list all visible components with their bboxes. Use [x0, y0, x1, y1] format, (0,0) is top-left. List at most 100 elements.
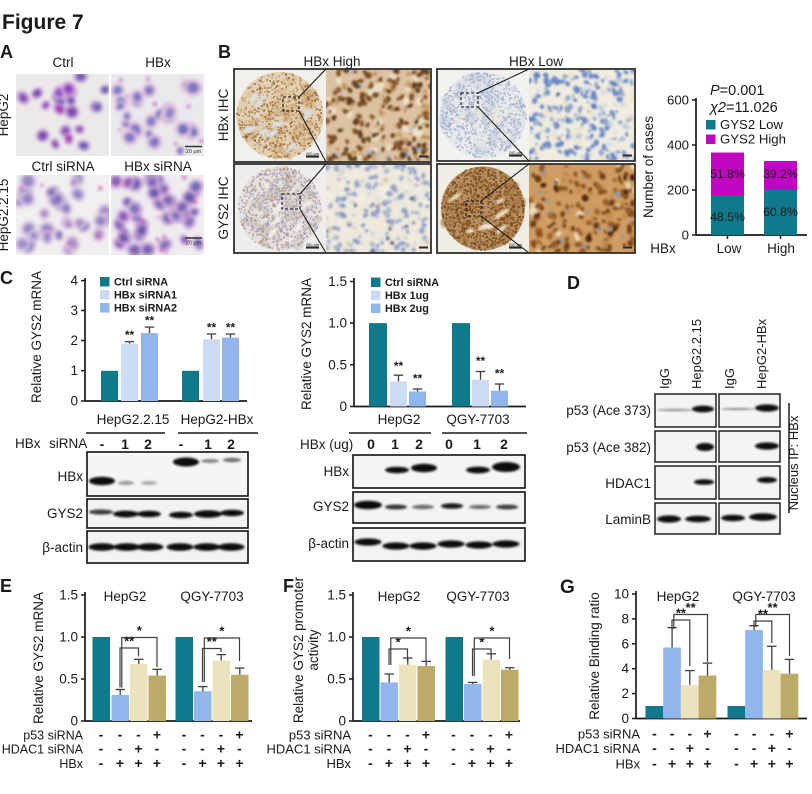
svg-text:**: **: [768, 600, 779, 615]
svg-text:*: *: [479, 635, 485, 650]
svg-text:**: **: [125, 328, 135, 342]
svg-text:-: -: [734, 756, 739, 772]
svg-text:+: +: [486, 755, 494, 771]
svg-text:G: G: [560, 577, 575, 598]
svg-text:10: 10: [614, 587, 629, 602]
svg-text:-: -: [670, 740, 675, 756]
svg-text:D: D: [567, 273, 580, 293]
svg-text:1.0: 1.0: [327, 630, 346, 645]
svg-text:HBx Low: HBx Low: [509, 54, 563, 69]
svg-text:HBx 2ug: HBx 2ug: [385, 303, 429, 315]
svg-text:200 μm: 200 μm: [509, 242, 523, 247]
svg-text:-: -: [470, 741, 475, 757]
svg-text:+: +: [686, 740, 694, 756]
svg-text:GYS2: GYS2: [47, 506, 83, 521]
svg-text:+: +: [768, 756, 776, 772]
svg-text:**: **: [207, 634, 218, 649]
svg-text:200 μm: 200 μm: [509, 150, 523, 155]
svg-text:2: 2: [144, 436, 152, 452]
svg-text:+: +: [468, 755, 476, 771]
svg-text:1: 1: [121, 436, 129, 452]
svg-text:A: A: [0, 42, 13, 62]
svg-text:β-actin: β-actin: [42, 540, 83, 555]
svg-text:+: +: [217, 741, 225, 757]
svg-text:-: -: [787, 740, 792, 756]
svg-text:HBx (ug): HBx (ug): [300, 437, 353, 452]
svg-text:HBx High: HBx High: [303, 54, 360, 69]
svg-text:+: +: [198, 755, 206, 771]
svg-text:HBx 1ug: HBx 1ug: [385, 290, 429, 302]
svg-text:+: +: [703, 726, 711, 742]
svg-text:Figure 7: Figure 7: [2, 11, 84, 34]
svg-text:51.8%: 51.8%: [710, 167, 745, 181]
svg-text:-: -: [136, 727, 141, 743]
svg-text:HDAC1 siRNA: HDAC1 siRNA: [555, 741, 640, 756]
svg-text:-: -: [451, 755, 456, 771]
svg-text:2: 2: [227, 436, 235, 452]
svg-text:1.5: 1.5: [59, 588, 78, 603]
svg-text:QGY-7703: QGY-7703: [732, 589, 795, 604]
svg-text:-: -: [387, 727, 392, 743]
svg-text:+: +: [235, 727, 243, 743]
svg-text:*: *: [489, 624, 495, 639]
svg-text:-: -: [769, 726, 774, 742]
svg-text:HBx: HBx: [57, 469, 83, 484]
svg-text:+: +: [486, 741, 494, 757]
svg-text:200 μm: 200 μm: [306, 242, 320, 247]
svg-text:HepG2: HepG2: [378, 412, 421, 427]
svg-text:-: -: [652, 756, 657, 772]
svg-text:0: 0: [70, 714, 78, 729]
svg-text:**: **: [676, 606, 687, 621]
svg-text:-: -: [200, 727, 205, 743]
svg-text:Ctrl siRNA: Ctrl siRNA: [114, 277, 168, 289]
svg-text:+: +: [686, 756, 694, 772]
svg-text:-: -: [219, 727, 224, 743]
svg-text:B: B: [218, 42, 231, 62]
svg-text:-: -: [387, 741, 392, 757]
svg-text:20 μm: 20 μm: [186, 241, 202, 247]
svg-text:1.5: 1.5: [327, 588, 346, 603]
svg-text:-: -: [179, 436, 184, 452]
svg-text:*: *: [396, 635, 402, 650]
svg-text:60.8%: 60.8%: [763, 205, 798, 219]
svg-text:-: -: [652, 726, 657, 742]
svg-text:**: **: [686, 600, 697, 615]
svg-text:+: +: [385, 755, 393, 771]
svg-text:Relative GYS2 mRNA: Relative GYS2 mRNA: [29, 271, 44, 403]
svg-text:p53 siRNA: p53 siRNA: [578, 727, 640, 742]
svg-text:-: -: [368, 727, 373, 743]
svg-text:200: 200: [667, 183, 689, 198]
svg-text:HBx siRNA1: HBx siRNA1: [114, 290, 177, 302]
svg-text:400: 400: [667, 138, 689, 153]
svg-text:-: -: [507, 741, 512, 757]
svg-text:HDAC1: HDAC1: [605, 476, 651, 491]
svg-text:-: -: [368, 755, 373, 771]
svg-text:20 μm: 20 μm: [186, 149, 202, 155]
svg-text:LaminB: LaminB: [605, 512, 651, 527]
svg-text:+: +: [422, 755, 430, 771]
svg-text:HepG2-HBx: HepG2-HBx: [754, 318, 769, 389]
svg-text:activity: activity: [306, 629, 321, 671]
svg-text:HBx: HBx: [323, 464, 349, 479]
svg-text:p53 siRNA: p53 siRNA: [23, 729, 83, 743]
svg-text:Relative Binding ratio: Relative Binding ratio: [587, 592, 602, 720]
svg-text:+: +: [403, 741, 411, 757]
svg-text:**: **: [495, 366, 505, 380]
svg-text:-: -: [670, 726, 675, 742]
svg-text:1.0: 1.0: [328, 316, 347, 331]
svg-text:HepG2-HBx: HepG2-HBx: [181, 412, 254, 427]
svg-text:-: -: [652, 740, 657, 756]
svg-text:HBx: HBx: [650, 241, 676, 256]
svg-text:HBx: HBx: [326, 756, 351, 771]
svg-text:*: *: [406, 624, 412, 639]
svg-text:-: -: [118, 741, 123, 757]
svg-text:*: *: [137, 623, 143, 638]
svg-text:**: **: [226, 321, 236, 335]
svg-text:HepG2: HepG2: [378, 589, 421, 604]
svg-text:High: High: [767, 241, 795, 256]
svg-text:p53 (Ace 382): p53 (Ace 382): [566, 440, 651, 455]
svg-text:0.5: 0.5: [327, 672, 346, 687]
svg-text:-: -: [182, 755, 187, 771]
svg-text:F: F: [283, 576, 294, 596]
svg-text:Nucleus IP: HBx: Nucleus IP: HBx: [786, 415, 801, 510]
